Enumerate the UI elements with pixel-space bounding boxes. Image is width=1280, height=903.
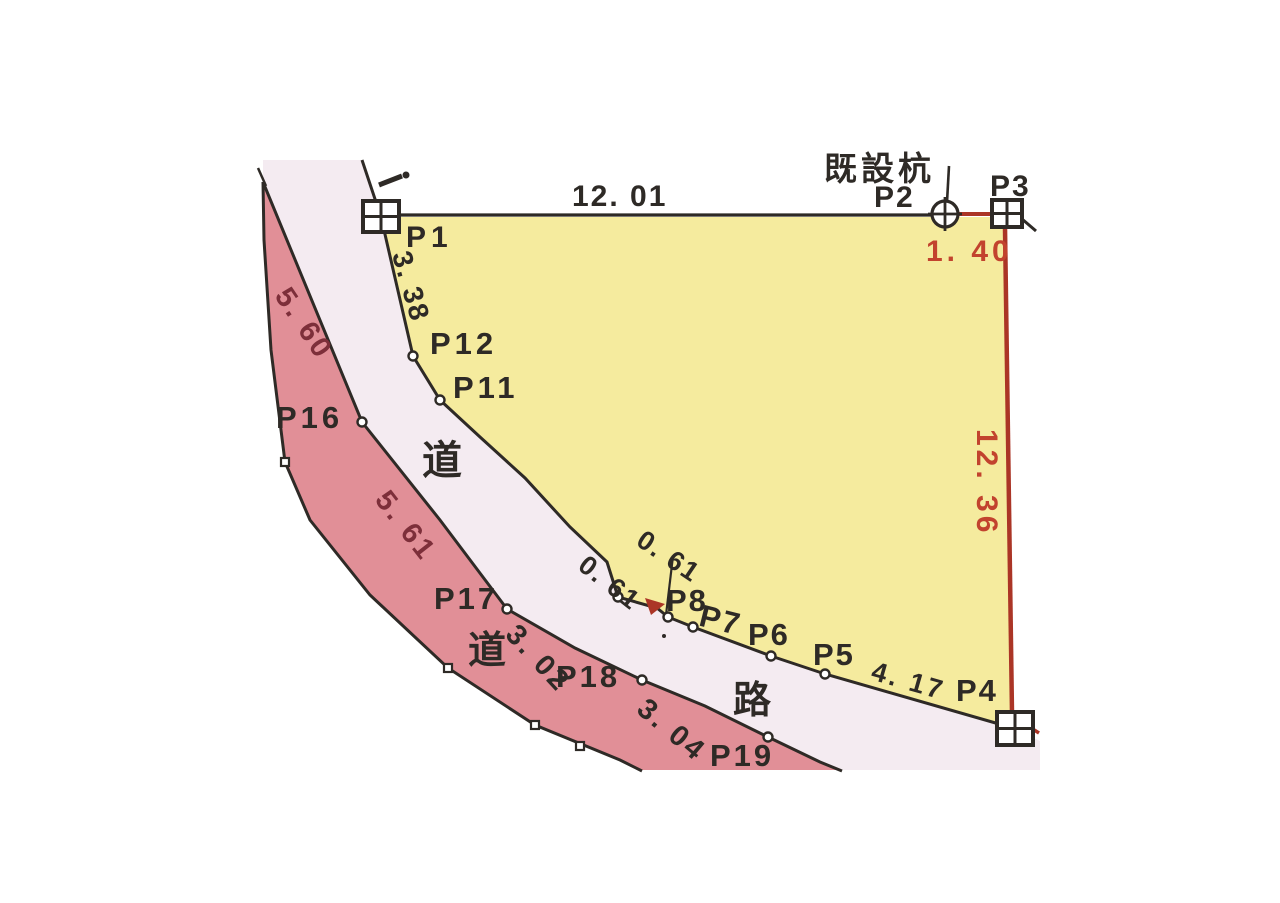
- point-p12: [407, 350, 419, 362]
- point-p19: [762, 731, 774, 743]
- benchmark-p2: [928, 197, 962, 231]
- red-point-mark: [645, 598, 665, 615]
- label-p6: P6: [748, 617, 790, 652]
- existing-stake-label: 既設杭: [824, 150, 935, 187]
- marker-p3: [990, 198, 1024, 229]
- point-p18: [636, 674, 648, 686]
- parcel-lower-boundary-line: [360, 159, 1014, 730]
- point-p16: [356, 416, 368, 428]
- point-p8: [662, 611, 674, 623]
- dim-1-40: 1. 40: [926, 235, 1013, 268]
- road-label-do-inner: 道: [422, 439, 464, 483]
- parcel-polygon: [381, 217, 1013, 728]
- point-p9: [612, 591, 624, 603]
- road-label-ro-inner: 路: [733, 680, 774, 722]
- dim-12-36: 12. 36: [970, 429, 1003, 537]
- label-p17: P17: [434, 581, 499, 616]
- marker-p4: [995, 710, 1035, 747]
- label-p19: P19: [710, 738, 775, 773]
- label-p4: P4: [956, 673, 998, 708]
- north-dash-dot: [402, 171, 410, 179]
- dim-12-01: 12. 01: [572, 180, 668, 213]
- label-p1: P1: [406, 221, 453, 254]
- label-p3: P3: [990, 170, 1031, 203]
- label-p5: P5: [813, 637, 855, 672]
- label-p8: P8: [666, 583, 708, 618]
- apex-tick: [256, 167, 268, 187]
- label-p11: P11: [453, 370, 519, 405]
- point-sq-3: [529, 719, 541, 731]
- small-dot: [662, 634, 666, 638]
- point-sq-1: [279, 456, 291, 468]
- point-sq-2: [442, 662, 454, 674]
- label-p16: P16: [276, 400, 344, 435]
- label-p2: P2: [874, 181, 915, 214]
- red-boundary-right-segment: [1002, 227, 1015, 714]
- road-label-do-outer: 道: [468, 630, 509, 672]
- point-sq-4: [574, 740, 586, 752]
- boundary-point-circles: [356, 350, 831, 743]
- p3-tick: [1021, 217, 1037, 233]
- label-p18: P18: [556, 659, 621, 694]
- existing-stake-leader-line: [945, 165, 951, 203]
- point-p17: [501, 603, 513, 615]
- label-p12: P12: [430, 326, 498, 361]
- outer-road-band: [263, 182, 840, 770]
- point-p7: [687, 621, 699, 633]
- point-p5: [819, 668, 831, 680]
- lower-boundary-point-squares: [279, 456, 586, 752]
- label-p7: P7: [696, 598, 746, 643]
- outer-road-upper-boundary-line: [261, 181, 843, 773]
- inner-road-band: [263, 160, 1040, 770]
- marker-p1: [361, 199, 401, 234]
- dim-0-61-leader-line: [664, 555, 675, 616]
- point-p6: [765, 650, 777, 662]
- point-p11: [434, 394, 446, 406]
- north-dash: [378, 173, 403, 188]
